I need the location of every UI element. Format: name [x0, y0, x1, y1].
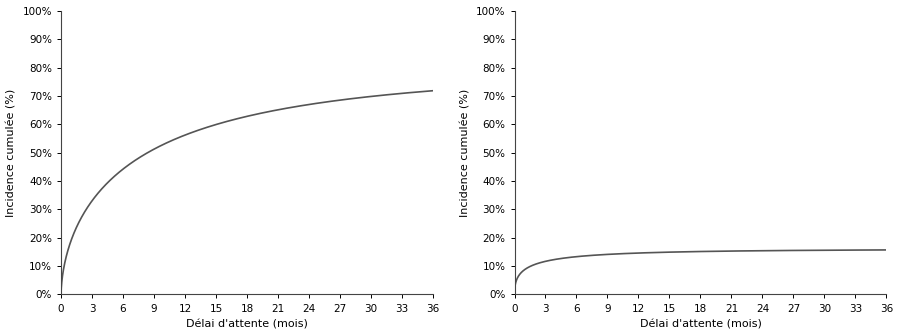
- X-axis label: Délai d'attente (mois): Délai d'attente (mois): [186, 319, 308, 329]
- Y-axis label: Incidence cumulée (%): Incidence cumulée (%): [7, 89, 17, 217]
- X-axis label: Délai d'attente (mois): Délai d'attente (mois): [640, 319, 761, 329]
- Y-axis label: Incidence cumulée (%): Incidence cumulée (%): [461, 89, 471, 217]
